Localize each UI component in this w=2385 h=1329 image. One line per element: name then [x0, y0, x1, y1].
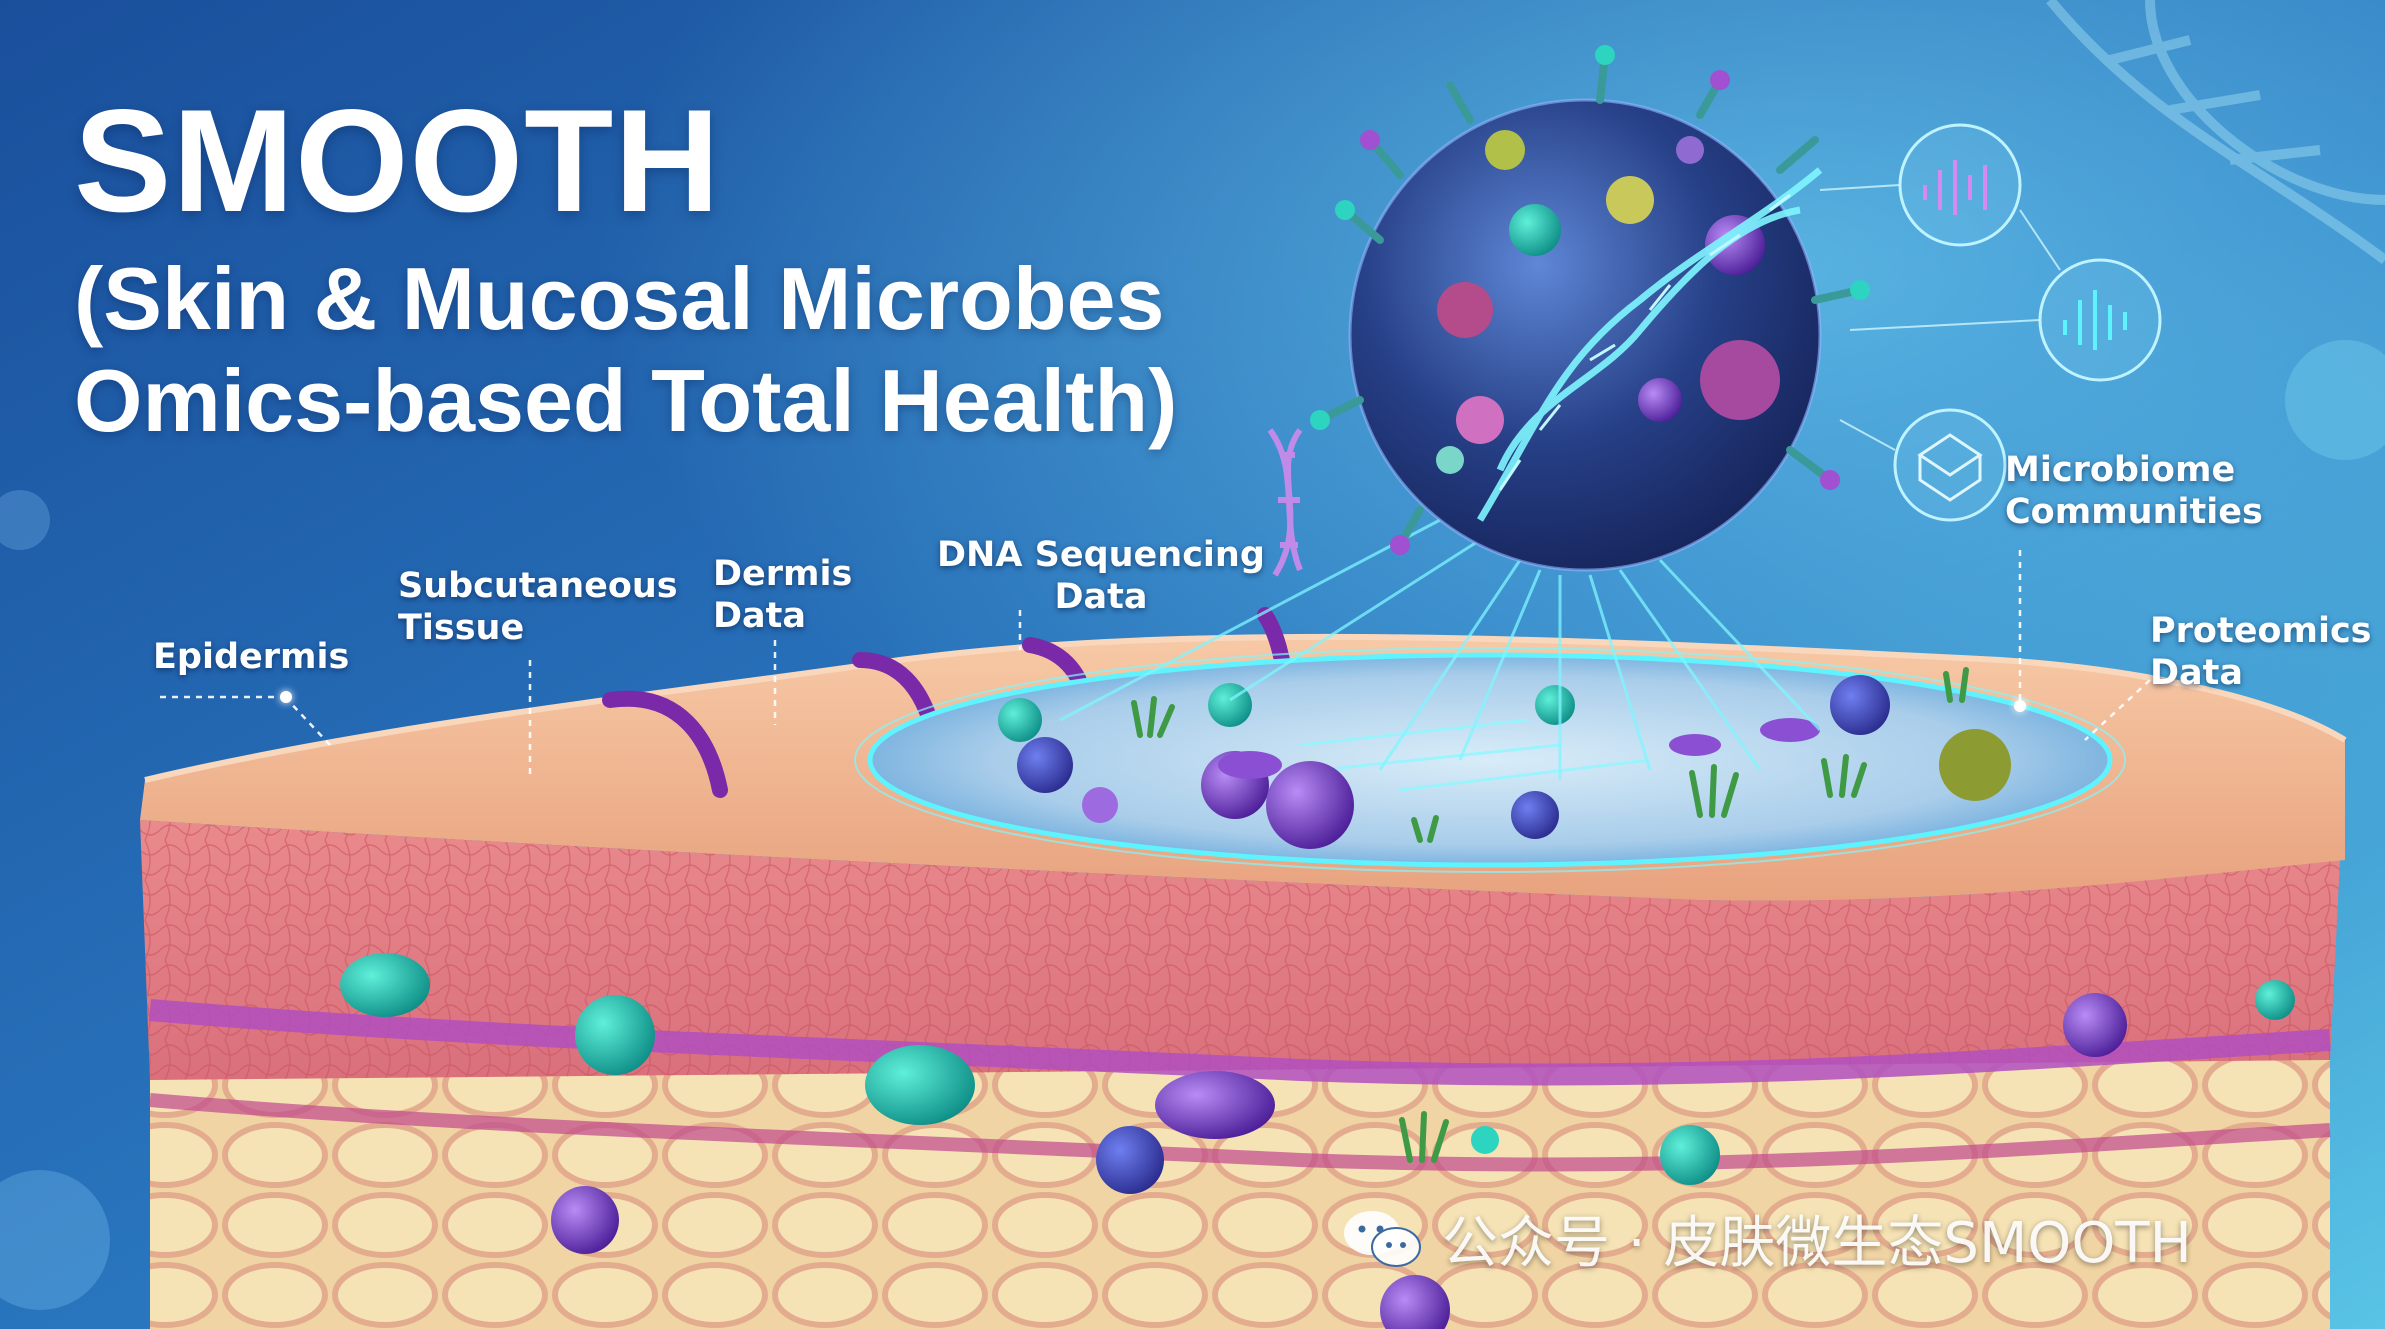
waveform-icon-2 — [2063, 290, 2127, 350]
box-icon — [1917, 433, 1983, 502]
background-dna-helix — [2046, 0, 2385, 265]
label-epidermis-dot — [280, 691, 292, 703]
wechat-icon — [1344, 1210, 1421, 1267]
label-dermis-data: Dermis Data — [713, 554, 853, 636]
label-microbiome-communities: Microbiome Communities — [2005, 450, 2263, 532]
data-icons — [1893, 123, 2162, 522]
data-beams — [1059, 518, 1822, 780]
tissue-microbes — [340, 953, 2295, 1329]
label-dna-sequencing-data: DNA Sequencing Data — [937, 535, 1265, 617]
label-subcutaneous-tissue: Subcutaneous Tissue — [398, 566, 678, 648]
microbe-sphere — [1310, 45, 1870, 572]
small-dna-helix — [1267, 428, 1303, 577]
watermark-text: 公众号 · 皮肤微生态SMOOTH — [1442, 1211, 2192, 1276]
label-microbiome-dot — [2014, 700, 2026, 712]
watermark: 公众号 · 皮肤微生态SMOOTH — [1340, 1198, 2192, 1279]
leader-lines — [160, 550, 2151, 780]
title-subtitle-line1: (Skin & Mucosal Microbes — [74, 249, 1165, 348]
title-block: SMOOTH (Skin & Mucosal Microbes Omics-ba… — [74, 88, 1177, 452]
title-main: SMOOTH — [74, 79, 721, 242]
waveform-icon — [1923, 160, 1987, 215]
label-epidermis: Epidermis — [153, 637, 350, 677]
label-proteomics-data: Proteomics Data — [2150, 611, 2372, 693]
blood-vessel — [149, 999, 2331, 1086]
disc-microbes — [998, 667, 2011, 849]
title-subtitle-line2: Omics-based Total Health) — [74, 351, 1178, 451]
